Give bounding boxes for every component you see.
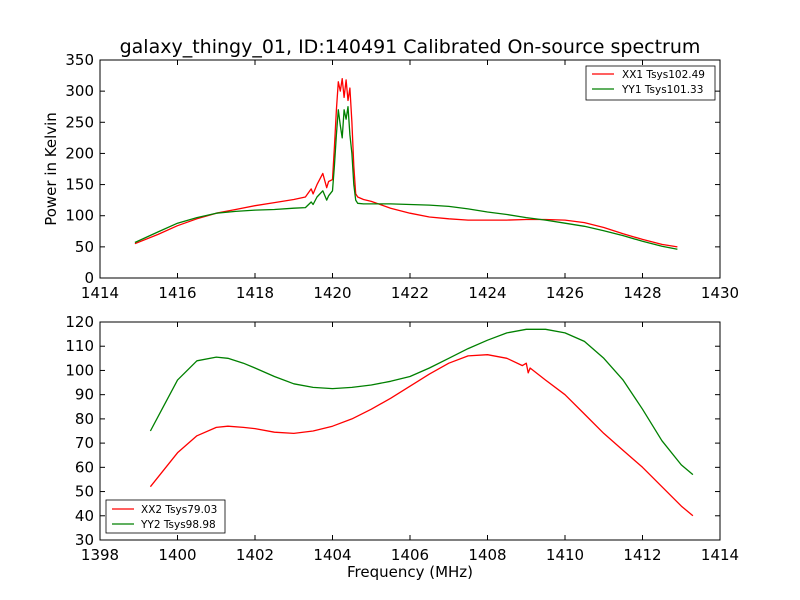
top-x-tick-label: 1424 <box>468 284 506 302</box>
legend-label-yy1: YY1 Tsys101.33 <box>621 84 703 96</box>
bottom-legend-box <box>105 499 226 534</box>
top-x-tick-label: 1420 <box>313 284 351 302</box>
bottom-y-tick-label: 120 <box>65 313 94 331</box>
top-y-tick-label: 50 <box>75 238 94 256</box>
bottom-y-tick-label: 100 <box>65 361 94 379</box>
bottom-x-tick-label: 1404 <box>313 546 351 564</box>
top-y-axis-label: Power in Kelvin <box>42 112 60 226</box>
bottom-x-tick-label: 1402 <box>236 546 274 564</box>
bottom-series-line-yy2 <box>149 328 694 476</box>
bottom-ticks: 1398 1400 1402 1404 1406 1408 1410 1412 1414 30 40… <box>65 313 739 564</box>
top-x-tick-label: 1416 <box>158 284 196 302</box>
top-ticks: 1414 1416 1418 1420 1422 1424 1426 1428 1430 0 50 1… <box>65 51 739 302</box>
top-x-tick-label: 1426 <box>546 284 584 302</box>
top-legend: XX1 Tsys102.49 YY1 Tsys101.33 <box>585 65 716 101</box>
top-y-tick-label: 350 <box>65 51 94 69</box>
top-series-line-xx1 <box>134 78 678 248</box>
chart-title: galaxy_thingy_01, ID:140491 Calibrated O… <box>120 36 701 58</box>
top-x-tick-label: 1414 <box>81 284 119 302</box>
top-x-tick-label: 1422 <box>391 284 429 302</box>
top-y-tick-label: 100 <box>65 207 94 225</box>
legend-label-xx2: XX2 Tsys79.03 <box>141 504 217 516</box>
bottom-panel: 1398 1400 1402 1404 1406 1408 1410 1412 1414 30 40… <box>65 313 739 581</box>
top-panel: 1414 1416 1418 1420 1422 1424 1426 1428 1430 0 50 1… <box>42 51 739 302</box>
bottom-x-tick-label: 1410 <box>546 546 584 564</box>
bottom-y-tick-label: 80 <box>75 410 94 428</box>
bottom-x-tick-label: 1398 <box>81 546 119 564</box>
legend-label-xx1: XX1 Tsys102.49 <box>622 69 705 81</box>
top-legend-box <box>585 65 716 101</box>
bottom-x-tick-label: 1406 <box>391 546 429 564</box>
bottom-y-tick-label: 70 <box>75 434 94 452</box>
bottom-legend: XX2 Tsys79.03 YY2 Tsys98.98 <box>105 499 226 534</box>
bottom-y-tick-label: 30 <box>75 531 94 549</box>
bottom-y-tick-label: 50 <box>75 483 94 501</box>
bottom-y-tick-label: 110 <box>65 337 94 355</box>
top-x-tick-label: 1428 <box>623 284 661 302</box>
bottom-x-tick-label: 1408 <box>468 546 506 564</box>
top-y-tick-label: 150 <box>65 176 94 194</box>
bottom-x-tick-label: 1400 <box>158 546 196 564</box>
top-series-line-yy1 <box>134 106 678 250</box>
bottom-x-tick-label: 1414 <box>701 546 739 564</box>
legend-label-yy2: YY2 Tsys98.98 <box>140 519 216 531</box>
top-x-tick-label: 1430 <box>701 284 739 302</box>
x-axis-label: Frequency (MHz) <box>347 563 473 581</box>
top-x-tick-label: 1418 <box>236 284 274 302</box>
bottom-y-tick-label: 40 <box>75 507 94 525</box>
top-y-tick-label: 300 <box>65 82 94 100</box>
top-y-tick-label: 200 <box>65 144 94 162</box>
bottom-y-tick-label: 60 <box>75 458 94 476</box>
top-y-tick-label: 250 <box>65 113 94 131</box>
top-series-group <box>134 78 678 250</box>
bottom-series-group <box>149 328 694 517</box>
bottom-x-tick-label: 1412 <box>623 546 661 564</box>
bottom-series-line-xx2 <box>149 354 694 517</box>
bottom-y-tick-label: 90 <box>75 386 94 404</box>
top-y-tick-label: 0 <box>84 269 94 287</box>
